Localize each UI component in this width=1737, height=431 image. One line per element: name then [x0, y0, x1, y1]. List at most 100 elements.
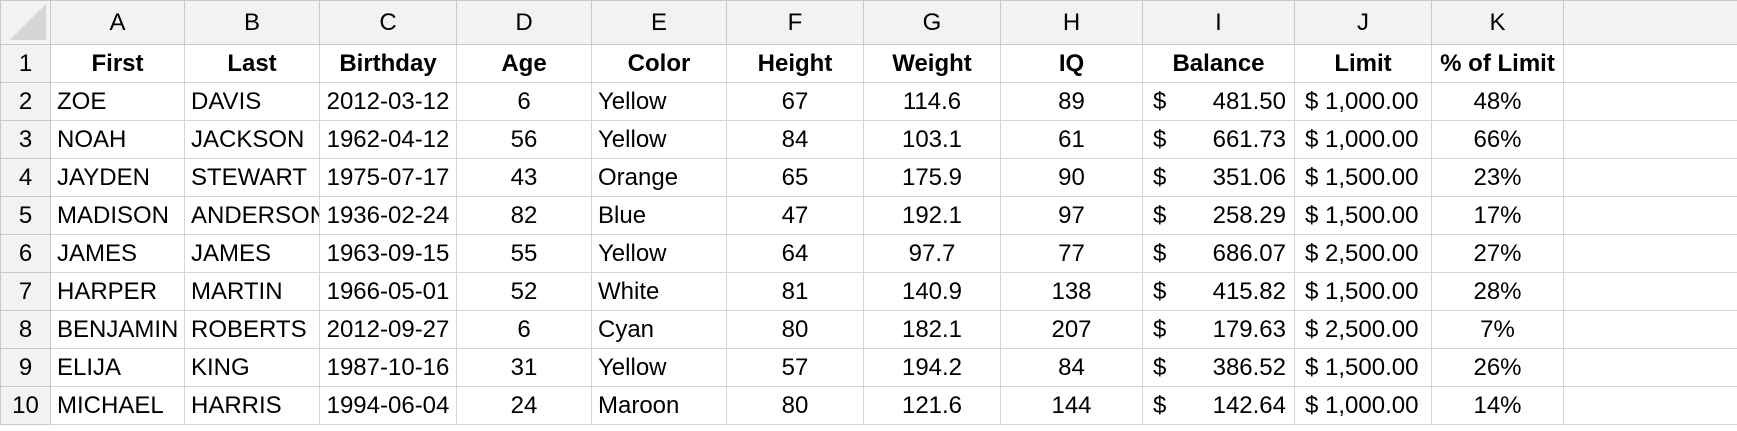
cell-height[interactable]: 64 [726, 234, 864, 273]
cell-last[interactable]: MARTIN [184, 272, 320, 311]
column-header-k[interactable]: K [1431, 0, 1564, 45]
cell-balance[interactable]: $415.82 [1142, 272, 1295, 311]
cell-birthday[interactable]: 2012-09-27 [319, 310, 457, 349]
row-header[interactable]: 4 [0, 158, 51, 197]
cell-pct-of-limit[interactable]: 48% [1431, 82, 1564, 121]
row-header[interactable]: 5 [0, 196, 51, 235]
cell-header-weight[interactable]: Weight [863, 44, 1001, 83]
cell-pct-of-limit[interactable]: 14% [1431, 386, 1564, 425]
cell-color[interactable]: Orange [591, 158, 727, 197]
cell-birthday[interactable]: 1994-06-04 [319, 386, 457, 425]
cell-iq[interactable]: 61 [1000, 120, 1143, 159]
cell-height[interactable]: 84 [726, 120, 864, 159]
cell-color[interactable]: Blue [591, 196, 727, 235]
cell-age[interactable]: 6 [456, 310, 592, 349]
cell-age[interactable]: 55 [456, 234, 592, 273]
cell-limit[interactable]: $ 2,500.00 [1294, 310, 1432, 349]
cell-iq[interactable]: 84 [1000, 348, 1143, 387]
cell-limit[interactable]: $ 1,500.00 [1294, 158, 1432, 197]
cell-header-age[interactable]: Age [456, 44, 592, 83]
cell-balance[interactable]: $386.52 [1142, 348, 1295, 387]
cell-empty[interactable] [1563, 310, 1737, 349]
cell-birthday[interactable]: 2012-03-12 [319, 82, 457, 121]
cell-empty[interactable] [1563, 82, 1737, 121]
cell-empty[interactable] [1563, 120, 1737, 159]
cell-header-birthday[interactable]: Birthday [319, 44, 457, 83]
cell-birthday[interactable]: 1975-07-17 [319, 158, 457, 197]
row-header[interactable]: 8 [0, 310, 51, 349]
cell-height[interactable]: 80 [726, 386, 864, 425]
cell-first[interactable]: NOAH [50, 120, 185, 159]
cell-empty[interactable] [1563, 272, 1737, 311]
cell-first[interactable]: MADISON [50, 196, 185, 235]
cell-age[interactable]: 6 [456, 82, 592, 121]
cell-last[interactable]: ROBERTS [184, 310, 320, 349]
cell-weight[interactable]: 140.9 [863, 272, 1001, 311]
cell-weight[interactable]: 103.1 [863, 120, 1001, 159]
cell-color[interactable]: Yellow [591, 348, 727, 387]
cell-balance[interactable]: $686.07 [1142, 234, 1295, 273]
cell-last[interactable]: DAVIS [184, 82, 320, 121]
cell-height[interactable]: 80 [726, 310, 864, 349]
cell-pct-of-limit[interactable]: 17% [1431, 196, 1564, 235]
cell-pct-of-limit[interactable]: 66% [1431, 120, 1564, 159]
select-all-corner[interactable] [0, 0, 51, 45]
cell-empty[interactable] [1563, 386, 1737, 425]
row-header[interactable]: 3 [0, 120, 51, 159]
cell-pct-of-limit[interactable]: 27% [1431, 234, 1564, 273]
cell-limit[interactable]: $ 1,000.00 [1294, 82, 1432, 121]
cell-color[interactable]: Yellow [591, 120, 727, 159]
cell-age[interactable]: 43 [456, 158, 592, 197]
cell-last[interactable]: HARRIS [184, 386, 320, 425]
cell-iq[interactable]: 77 [1000, 234, 1143, 273]
cell-height[interactable]: 81 [726, 272, 864, 311]
column-header-e[interactable]: E [591, 0, 727, 45]
cell-header-last[interactable]: Last [184, 44, 320, 83]
cell-first[interactable]: MICHAEL [50, 386, 185, 425]
cell-pct-of-limit[interactable]: 28% [1431, 272, 1564, 311]
cell-balance[interactable]: $661.73 [1142, 120, 1295, 159]
cell-birthday[interactable]: 1987-10-16 [319, 348, 457, 387]
cell-weight[interactable]: 192.1 [863, 196, 1001, 235]
column-header-f[interactable]: F [726, 0, 864, 45]
cell-pct-of-limit[interactable]: 7% [1431, 310, 1564, 349]
cell-first[interactable]: ELIJA [50, 348, 185, 387]
cell-birthday[interactable]: 1966-05-01 [319, 272, 457, 311]
column-header-i[interactable]: I [1142, 0, 1295, 45]
row-header[interactable]: 2 [0, 82, 51, 121]
cell-limit[interactable]: $ 1,000.00 [1294, 120, 1432, 159]
cell-iq[interactable]: 207 [1000, 310, 1143, 349]
cell-iq[interactable]: 89 [1000, 82, 1143, 121]
cell-balance[interactable]: $258.29 [1142, 196, 1295, 235]
cell-color[interactable]: Yellow [591, 82, 727, 121]
column-header-g[interactable]: G [863, 0, 1001, 45]
cell-weight[interactable]: 182.1 [863, 310, 1001, 349]
cell-height[interactable]: 65 [726, 158, 864, 197]
column-header-a[interactable]: A [50, 0, 185, 45]
cell-limit[interactable]: $ 1,500.00 [1294, 196, 1432, 235]
cell-header-height[interactable]: Height [726, 44, 864, 83]
cell-last[interactable]: ANDERSON [184, 196, 320, 235]
cell-empty[interactable] [1563, 44, 1737, 83]
cell-age[interactable]: 24 [456, 386, 592, 425]
cell-weight[interactable]: 97.7 [863, 234, 1001, 273]
cell-birthday[interactable]: 1962-04-12 [319, 120, 457, 159]
cell-empty[interactable] [1563, 234, 1737, 273]
cell-height[interactable]: 67 [726, 82, 864, 121]
row-header[interactable]: 7 [0, 272, 51, 311]
cell-age[interactable]: 31 [456, 348, 592, 387]
cell-color[interactable]: Cyan [591, 310, 727, 349]
cell-age[interactable]: 56 [456, 120, 592, 159]
column-header-empty[interactable] [1563, 0, 1737, 45]
column-header-h[interactable]: H [1000, 0, 1143, 45]
column-header-j[interactable]: J [1294, 0, 1432, 45]
cell-birthday[interactable]: 1936-02-24 [319, 196, 457, 235]
cell-balance[interactable]: $351.06 [1142, 158, 1295, 197]
cell-first[interactable]: JAMES [50, 234, 185, 273]
cell-empty[interactable] [1563, 348, 1737, 387]
cell-last[interactable]: KING [184, 348, 320, 387]
cell-empty[interactable] [1563, 158, 1737, 197]
cell-balance[interactable]: $179.63 [1142, 310, 1295, 349]
cell-first[interactable]: ZOE [50, 82, 185, 121]
cell-last[interactable]: JAMES [184, 234, 320, 273]
